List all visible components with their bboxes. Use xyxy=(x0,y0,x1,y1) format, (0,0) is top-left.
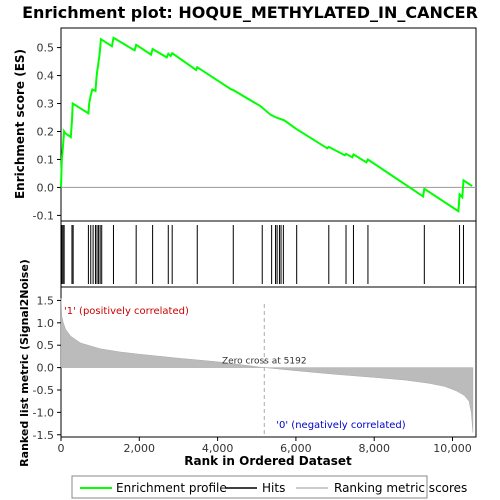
x-tick-label: 6,000 xyxy=(280,442,312,455)
negatively-correlated-label: '0' (negatively correlated) xyxy=(276,420,405,431)
positively-correlated-label: '1' (positively correlated) xyxy=(64,306,189,317)
x-tick-label: 4,000 xyxy=(202,442,234,455)
x-tick-label: 10,000 xyxy=(433,442,472,455)
es-y-tick-label: 0.5 xyxy=(37,42,55,55)
x-tick-label: 0 xyxy=(58,442,65,455)
es-y-tick-label: 0.0 xyxy=(37,181,55,194)
x-tick-label: 2,000 xyxy=(124,442,156,455)
metric-axis-label: Ranked list metric (Signal2Noise) xyxy=(18,259,31,467)
metric-axis-ticks: -1.5 -1.0 -0.5 0.0 0.5 1.0 1.5 xyxy=(33,294,61,442)
hits-panel-frame xyxy=(60,220,477,288)
metric-y-tick-label: -1.5 xyxy=(33,429,54,442)
legend-label-metric: Ranking metric scores xyxy=(334,481,467,495)
metric-y-tick-label: 1.5 xyxy=(37,294,55,307)
es-axis-label: Enrichment score (ES) xyxy=(13,49,27,199)
metric-y-tick-label: 0.5 xyxy=(37,339,55,352)
legend-label-enrichment: Enrichment profile xyxy=(116,481,227,495)
legend-box xyxy=(71,475,428,499)
metric-y-tick-label: -1.0 xyxy=(33,406,54,419)
metric-y-tick-label: 0.0 xyxy=(37,362,55,375)
hits-marks xyxy=(61,225,464,284)
metric-y-tick-label: -0.5 xyxy=(33,384,54,397)
x-axis-label: Rank in Ordered Dataset xyxy=(184,454,352,468)
es-axis-ticks: -0.1 0.0 0.1 0.2 0.3 0.4 0.5 xyxy=(33,42,61,222)
es-y-tick-label: 0.1 xyxy=(37,153,55,166)
enrichment-profile-line xyxy=(60,36,473,213)
es-y-tick-label: 0.3 xyxy=(37,98,55,111)
legend-label-hits: Hits xyxy=(262,481,285,495)
es-y-tick-label: -0.1 xyxy=(33,209,54,222)
ranking-metric-area xyxy=(60,298,474,433)
chart-title: Enrichment plot: HOQUE_METHYLATED_IN_CAN… xyxy=(22,3,478,22)
zero-cross-label: Zero cross at 5192 xyxy=(222,357,307,367)
metric-y-tick-label: 1.0 xyxy=(37,317,55,330)
x-tick-label: 8,000 xyxy=(358,442,390,455)
x-axis-ticks: 0 2,000 4,000 6,000 8,000 10,000 xyxy=(58,437,472,455)
es-y-tick-label: 0.2 xyxy=(37,125,55,138)
es-y-tick-label: 0.4 xyxy=(37,70,55,83)
es-panel-frame xyxy=(60,27,477,222)
